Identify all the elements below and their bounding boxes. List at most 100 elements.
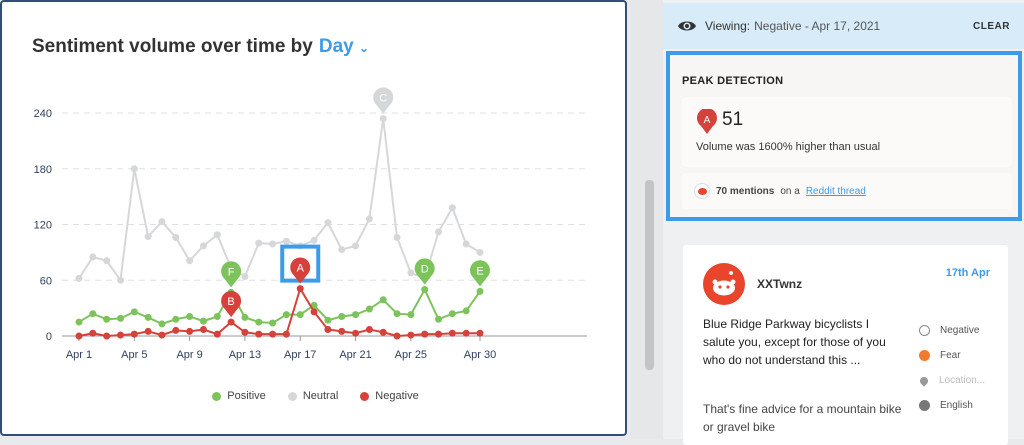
data-point-neutral[interactable] <box>241 273 249 281</box>
data-point-neutral[interactable] <box>103 257 111 265</box>
data-point-positive[interactable] <box>435 315 443 323</box>
data-point-neutral[interactable] <box>282 237 290 245</box>
data-point-neutral[interactable] <box>448 204 456 212</box>
data-point-positive[interactable] <box>324 316 332 324</box>
data-point-neutral[interactable] <box>213 231 221 239</box>
reddit-thread-link[interactable]: Reddit thread <box>805 185 866 197</box>
data-point-negative[interactable] <box>116 331 124 339</box>
post-card[interactable]: XXTwnz 17th Apr Blue Ridge Parkway bicyc… <box>683 245 1008 445</box>
data-point-positive[interactable] <box>393 310 401 318</box>
data-point-negative[interactable] <box>365 325 373 333</box>
legend-neutral[interactable]: Neutral <box>287 390 338 402</box>
data-point-negative[interactable] <box>421 330 429 338</box>
data-point-positive[interactable] <box>407 311 415 319</box>
data-point-positive[interactable] <box>365 305 373 313</box>
clear-button[interactable]: CLEAR <box>973 20 1010 32</box>
data-point-neutral[interactable] <box>269 240 277 248</box>
data-point-negative[interactable] <box>213 330 221 338</box>
data-point-positive[interactable] <box>144 313 152 321</box>
peak-marker-B[interactable] <box>221 290 242 318</box>
data-point-neutral[interactable] <box>435 228 443 236</box>
data-point-positive[interactable] <box>158 320 166 328</box>
data-point-negative[interactable] <box>255 330 263 338</box>
data-point-neutral[interactable] <box>158 218 166 226</box>
peak-marker-C[interactable] <box>373 87 394 114</box>
data-point-neutral[interactable] <box>186 257 194 265</box>
data-point-neutral[interactable] <box>324 219 332 227</box>
data-point-neutral[interactable] <box>379 115 387 123</box>
data-point-negative[interactable] <box>338 327 346 335</box>
data-point-neutral[interactable] <box>476 248 484 256</box>
data-point-negative[interactable] <box>172 326 180 334</box>
data-point-positive[interactable] <box>75 318 83 326</box>
data-point-positive[interactable] <box>338 312 346 320</box>
data-point-positive[interactable] <box>462 307 470 315</box>
post-username[interactable]: XXTwnz <box>757 277 803 291</box>
data-point-positive[interactable] <box>89 310 97 318</box>
data-point-negative[interactable] <box>448 329 456 337</box>
legend-negative[interactable]: Negative <box>360 390 419 402</box>
data-point-negative[interactable] <box>269 330 277 338</box>
data-point-negative[interactable] <box>199 325 207 333</box>
data-point-negative[interactable] <box>186 327 194 335</box>
data-point-negative[interactable] <box>462 329 470 337</box>
data-point-positive[interactable] <box>130 308 138 316</box>
data-point-neutral[interactable] <box>144 233 152 241</box>
data-point-negative[interactable] <box>144 327 152 335</box>
data-point-positive[interactable] <box>241 313 249 321</box>
data-point-positive[interactable] <box>296 311 304 319</box>
data-point-neutral[interactable] <box>89 253 97 261</box>
data-point-neutral[interactable] <box>352 242 360 250</box>
data-point-positive[interactable] <box>448 310 456 318</box>
data-point-negative[interactable] <box>352 329 360 337</box>
peak-marker-E[interactable] <box>470 260 491 287</box>
data-point-positive[interactable] <box>103 315 111 323</box>
data-point-neutral[interactable] <box>130 165 138 173</box>
data-point-positive[interactable] <box>282 311 290 319</box>
data-point-negative[interactable] <box>75 332 83 340</box>
data-point-positive[interactable] <box>213 312 221 320</box>
data-point-neutral[interactable] <box>393 234 401 242</box>
data-point-neutral[interactable] <box>365 215 373 223</box>
data-point-negative[interactable] <box>435 330 443 338</box>
data-point-negative[interactable] <box>241 328 249 336</box>
data-point-negative[interactable] <box>310 308 318 316</box>
data-point-negative[interactable] <box>227 318 235 326</box>
legend-positive[interactable]: Positive <box>212 390 266 402</box>
data-point-negative[interactable] <box>89 329 97 337</box>
data-point-negative[interactable] <box>282 330 290 338</box>
peak-marker-F[interactable] <box>221 261 242 288</box>
data-point-negative[interactable] <box>379 328 387 336</box>
data-point-negative[interactable] <box>103 332 111 340</box>
data-point-neutral[interactable] <box>116 276 124 284</box>
peak-marker-A[interactable] <box>290 257 311 284</box>
data-point-negative[interactable] <box>296 285 304 293</box>
data-point-positive[interactable] <box>476 287 484 295</box>
data-point-neutral[interactable] <box>338 246 346 254</box>
data-point-negative[interactable] <box>130 330 138 338</box>
peak-marker-D[interactable] <box>414 258 435 285</box>
data-point-negative[interactable] <box>407 331 415 339</box>
data-point-neutral[interactable] <box>407 269 415 277</box>
data-point-positive[interactable] <box>172 315 180 323</box>
granularity-dropdown[interactable]: Day ⌄ <box>318 36 370 57</box>
data-point-neutral[interactable] <box>75 274 83 282</box>
scrollbar[interactable] <box>645 180 654 370</box>
data-point-neutral[interactable] <box>462 240 470 248</box>
data-point-positive[interactable] <box>352 311 360 319</box>
data-point-negative[interactable] <box>324 325 332 333</box>
data-point-positive[interactable] <box>199 317 207 325</box>
data-point-positive[interactable] <box>269 319 277 327</box>
data-point-negative[interactable] <box>476 329 484 337</box>
data-point-negative[interactable] <box>158 331 166 339</box>
data-point-negative[interactable] <box>393 332 401 340</box>
data-point-neutral[interactable] <box>255 239 263 247</box>
data-point-positive[interactable] <box>379 296 387 304</box>
data-point-neutral[interactable] <box>310 236 318 244</box>
data-point-positive[interactable] <box>255 318 263 326</box>
data-point-positive[interactable] <box>421 286 429 294</box>
data-point-neutral[interactable] <box>199 242 207 250</box>
data-point-positive[interactable] <box>116 314 124 322</box>
data-point-positive[interactable] <box>186 312 194 320</box>
data-point-neutral[interactable] <box>172 234 180 242</box>
